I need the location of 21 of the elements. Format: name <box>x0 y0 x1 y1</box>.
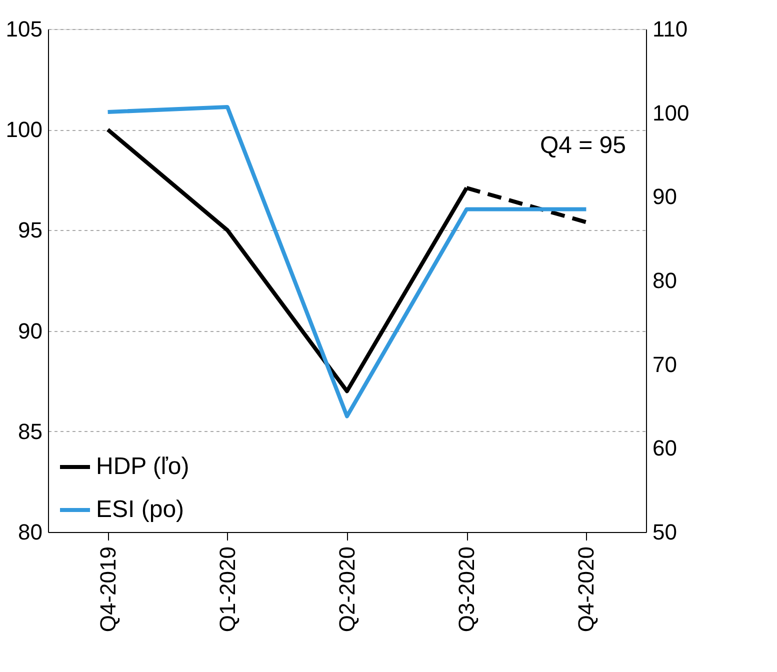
x-tick-label: Q1-2020 <box>214 546 240 632</box>
y-tick-label: 100 <box>6 117 42 142</box>
x-tick-label: Q3-2020 <box>454 546 480 632</box>
y-tick-label: 105 <box>6 16 42 42</box>
y2-tick-label: 80 <box>652 268 677 293</box>
y2-tick-label: 50 <box>652 520 677 544</box>
x-tick-label: Q2-2020 <box>334 546 360 632</box>
legend-label: ESI (po) <box>96 496 184 523</box>
legend-label: HDP (ľo) <box>96 453 190 480</box>
annotation: Q4 = 95 <box>540 132 626 159</box>
x-tick-label: Q4-2020 <box>574 546 599 632</box>
y2-tick-label: 70 <box>652 352 677 377</box>
y2-tick-label: 100 <box>652 100 690 126</box>
y-tick-label: 95 <box>18 218 42 243</box>
x-tick-label: Q4-2019 <box>95 546 120 632</box>
y2-tick-label: 110 <box>652 16 688 42</box>
y2-tick-label: 60 <box>652 436 677 461</box>
y-tick-label: 80 <box>18 520 42 544</box>
y2-tick-label: 90 <box>652 184 677 210</box>
y-tick-label: 85 <box>18 418 42 444</box>
y-tick-label: 90 <box>18 318 42 344</box>
